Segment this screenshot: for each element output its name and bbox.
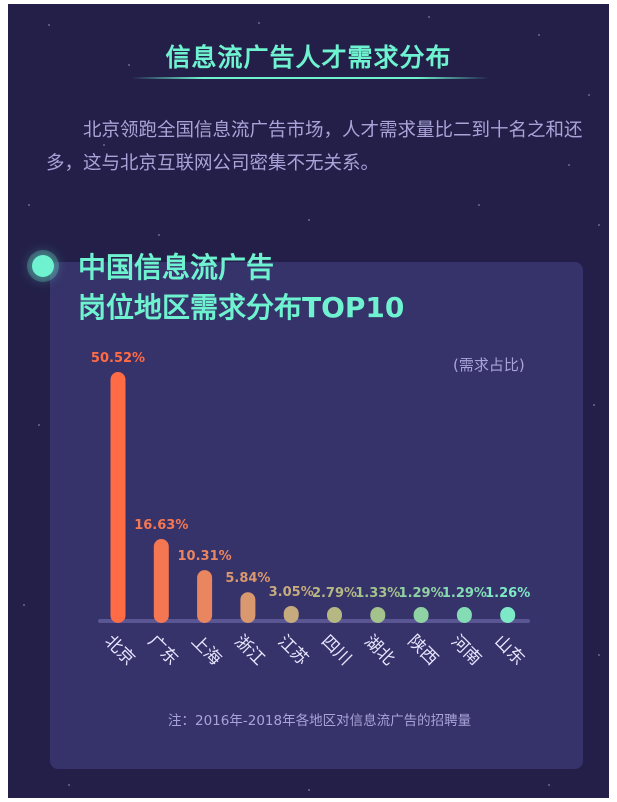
category-label: 湖北 (360, 631, 398, 669)
star-decoration (38, 424, 40, 426)
star-decoration (28, 204, 30, 206)
star-decoration (308, 789, 310, 791)
value-label: 1.29% (399, 586, 444, 601)
value-label: 5.84% (225, 571, 270, 586)
star-decoration (568, 164, 570, 166)
category-label: 河南 (447, 631, 485, 669)
star-decoration (103, 144, 105, 146)
star-decoration (588, 94, 590, 96)
category-label: 江苏 (274, 631, 312, 669)
value-label: 10.31% (178, 549, 232, 564)
category-label: 广东 (144, 631, 182, 669)
value-label: 3.05% (269, 585, 314, 600)
chart-panel (50, 262, 583, 769)
value-label: 16.63% (134, 518, 188, 533)
page-title: 信息流广告人才需求分布 (165, 43, 452, 72)
category-label: 山东 (490, 631, 528, 669)
star-decoration (258, 22, 260, 24)
bar-2 (197, 570, 213, 623)
bar-8 (456, 607, 472, 623)
value-label: 50.52% (91, 351, 145, 366)
star-decoration (23, 604, 25, 606)
bar-1 (153, 539, 169, 623)
category-label: 北京 (100, 631, 138, 669)
bar-0 (110, 372, 126, 623)
chart-title-line2: 岗位地区需求分布TOP10 (78, 291, 405, 324)
bullet-dot-icon (32, 255, 54, 277)
chart-title-line1: 中国信息流广告 (78, 251, 275, 284)
star-decoration (478, 204, 480, 206)
value-label: 1.33% (355, 586, 400, 601)
bar-6 (370, 607, 386, 623)
category-label: 陕西 (404, 631, 442, 669)
star-decoration (548, 784, 550, 786)
value-label: 1.29% (442, 586, 487, 601)
title-underline (131, 77, 489, 79)
value-label: 1.26% (485, 586, 530, 601)
intro-paragraph: 北京领跑全国信息流广告市场，人才需求量比二到十名之和还多，这与北京互联网公司密集… (46, 120, 583, 174)
bar-chart: 50.52% 北京 16.63% 广东 10.31% 上海 5.84% 浙江 3.05% 江苏 2.… (91, 351, 530, 670)
chart-title: 中国信息流广告 岗位地区需求分布TOP10 (78, 248, 404, 328)
star-decoration (598, 654, 600, 656)
bar-5 (327, 607, 342, 623)
star-decoration (538, 34, 540, 36)
star-decoration (48, 24, 50, 26)
star-decoration (68, 784, 70, 786)
footnote: 注：2016年-2018年各地区对信息流广告的招聘量 (168, 713, 472, 729)
bar-4 (283, 605, 299, 623)
category-label: 上海 (187, 631, 225, 669)
star-decoration (598, 224, 600, 226)
star-decoration (593, 404, 595, 406)
bar-3 (240, 592, 256, 623)
value-label: 2.79% (312, 586, 357, 601)
infographic: 信息流广告人才需求分布 北京领跑全国信息流广告市场，人才需求量比二到十名之和还多… (8, 4, 609, 798)
star-decoration (308, 219, 310, 221)
unit-label: (需求占比) (453, 356, 525, 374)
star-decoration (158, 234, 160, 236)
star-decoration (128, 64, 130, 66)
category-label: 四川 (317, 631, 355, 669)
star-decoration (428, 16, 430, 18)
category-label: 浙江 (230, 631, 268, 669)
bar-9 (500, 607, 516, 623)
bar-7 (413, 607, 429, 623)
